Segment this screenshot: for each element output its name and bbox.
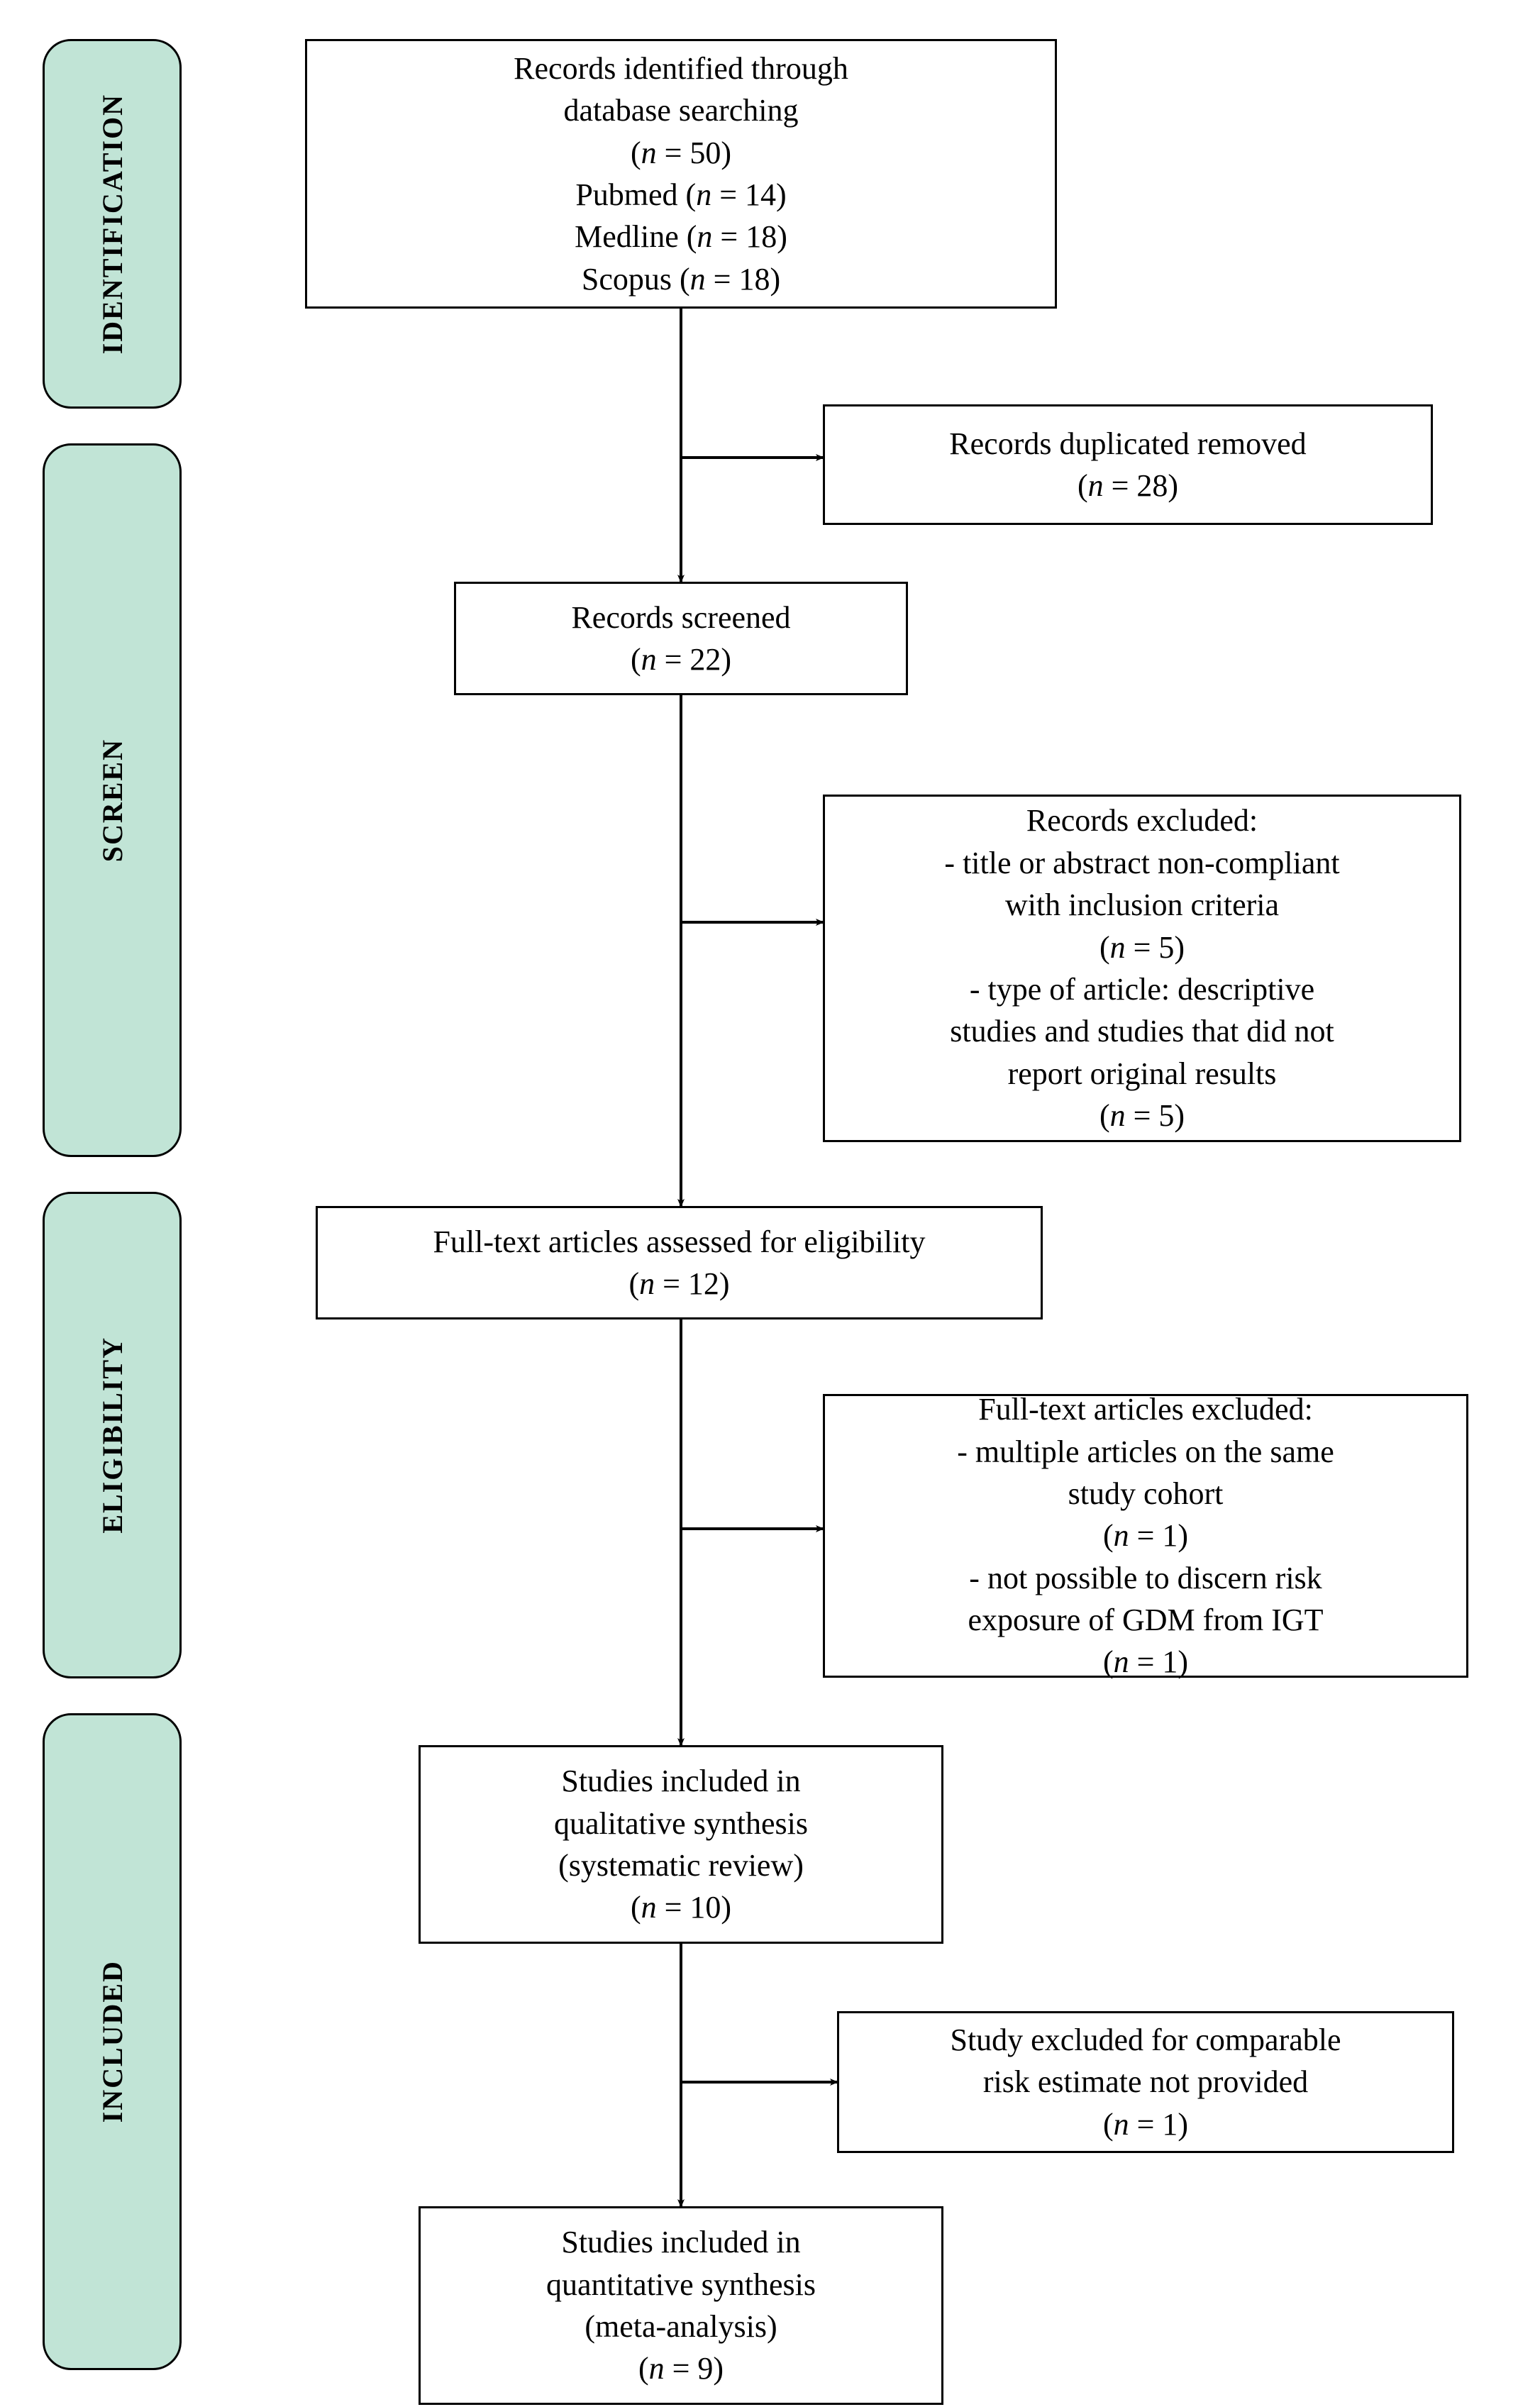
phase-label-ph-elig: ELIGIBILITY xyxy=(43,1192,182,1678)
flow-box-box-dup: Records duplicated removed(n = 28) xyxy=(823,404,1433,525)
flow-box-box-fulltext: Full-text articles assessed for eligibil… xyxy=(316,1206,1043,1319)
phase-label-ph-incl: INCLUDED xyxy=(43,1713,182,2370)
phase-label-ph-screen: SCREEN xyxy=(43,443,182,1157)
flow-box-box-excl2: Full-text articles excluded:- multiple a… xyxy=(823,1394,1468,1678)
flow-box-box-quant: Studies included inquantitative synthesi… xyxy=(419,2206,943,2405)
flow-box-box-qual: Studies included inqualitative synthesis… xyxy=(419,1745,943,1944)
flow-box-box-screened: Records screened(n = 22) xyxy=(454,582,908,695)
phase-label-ph-ident: IDENTIFICATION xyxy=(43,39,182,409)
flow-box-box-excl3: Study excluded for comparablerisk estima… xyxy=(837,2011,1454,2153)
prisma-flowchart: IDENTIFICATION SCREEN ELIGIBILITY INCLUDED R… xyxy=(0,0,1540,2407)
flow-box-box-identified: Records identified throughdatabase searc… xyxy=(305,39,1057,309)
flow-box-box-excl1: Records excluded:- title or abstract non… xyxy=(823,795,1461,1142)
